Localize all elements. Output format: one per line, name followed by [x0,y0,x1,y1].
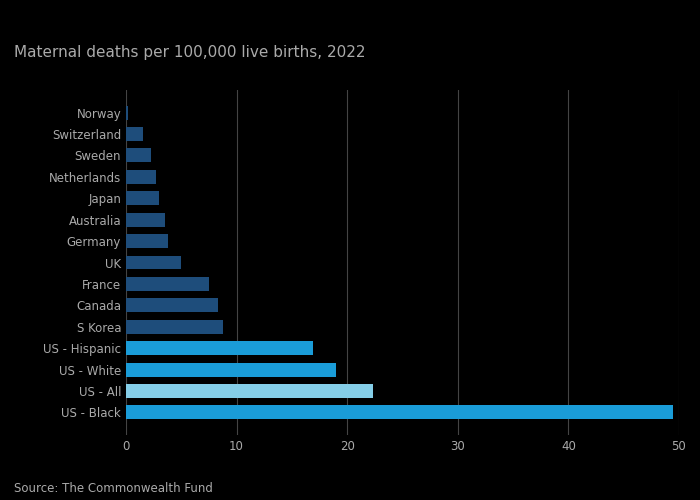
Bar [126,298,218,312]
Bar [126,170,156,184]
Bar [126,234,168,248]
Bar [126,256,181,270]
Bar [126,106,128,120]
Text: Maternal deaths per 100,000 live births, 2022: Maternal deaths per 100,000 live births,… [14,45,365,60]
Bar [126,277,209,291]
Bar [126,148,151,162]
Bar [126,341,313,355]
Bar [126,406,673,419]
Bar [126,192,159,205]
Bar [126,320,223,334]
Bar [126,384,372,398]
Bar [126,127,143,141]
Bar [126,212,164,226]
Text: Source: The Commonwealth Fund: Source: The Commonwealth Fund [14,482,213,495]
Bar [126,362,336,376]
